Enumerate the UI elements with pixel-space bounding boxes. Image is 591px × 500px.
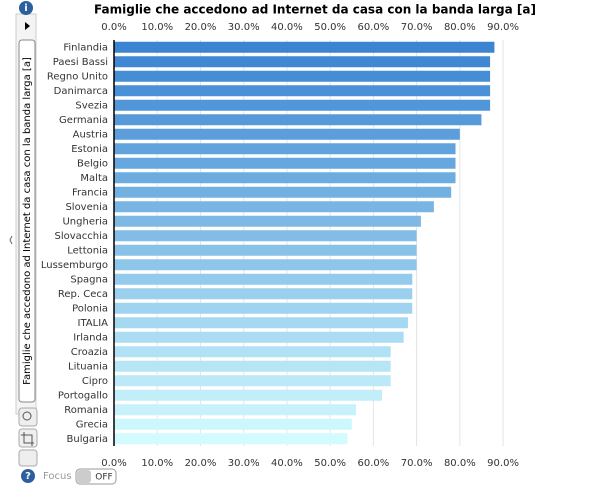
x-tick-label-bottom: 40.0% (271, 458, 303, 469)
bar (114, 186, 452, 198)
y-tick-label: Regno Unito (47, 71, 108, 82)
bar (114, 56, 491, 68)
bar (114, 157, 456, 169)
bar (114, 404, 357, 416)
x-tick-label-top: 20.0% (185, 22, 217, 33)
y-tick-label: Danimarca (54, 86, 108, 97)
x-tick-label-top: 70.0% (401, 22, 433, 33)
y-tick-label: Svezia (75, 100, 108, 111)
x-tick-label-bottom: 50.0% (314, 458, 346, 469)
y-tick-label: Lussemburgo (41, 260, 108, 271)
x-tick-label-bottom: 20.0% (185, 458, 217, 469)
bar (114, 244, 417, 256)
x-tick-label-top: 0.0% (101, 22, 126, 33)
zoom-icon (22, 411, 32, 421)
x-tick-label-top: 50.0% (314, 22, 346, 33)
y-tick-label: Austria (73, 129, 108, 140)
bar (114, 172, 456, 184)
bar (114, 433, 348, 445)
bar (114, 85, 491, 97)
x-tick-label-bottom: 90.0% (487, 458, 519, 469)
bar (114, 230, 417, 242)
y-tick-label: Lettonia (67, 245, 108, 256)
x-tick-label-top: 60.0% (357, 22, 389, 33)
y-tick-label: Belgio (77, 158, 108, 169)
bar (114, 41, 495, 53)
y-tick-label: Spagna (70, 274, 108, 285)
bar (114, 331, 404, 343)
bar (114, 389, 383, 401)
bar (114, 99, 491, 111)
y-tick-label: Croazia (71, 347, 108, 358)
x-tick-label-top: 90.0% (487, 22, 519, 33)
chart-title: Famiglie che accedono ad Internet da cas… (94, 3, 536, 17)
bar (114, 288, 413, 300)
bar (114, 215, 421, 227)
x-tick-label-top: 40.0% (271, 22, 303, 33)
bar (114, 70, 491, 82)
bar (114, 273, 413, 285)
y-tick-label: Slovacchia (54, 231, 108, 242)
x-tick-label-top: 30.0% (228, 22, 260, 33)
y-label-box (18, 39, 36, 403)
x-tick-label-bottom: 30.0% (228, 458, 260, 469)
y-tick-label: Francia (72, 187, 108, 198)
x-tick-label-top: 10.0% (141, 22, 173, 33)
expand-arrow[interactable] (25, 22, 30, 30)
focus-label: Focus (43, 471, 72, 482)
x-tick-label-bottom: 10.0% (141, 458, 173, 469)
info-icon: i (24, 3, 27, 14)
y-tick-label: Bulgaria (67, 434, 108, 445)
y-tick-label: Irlanda (73, 332, 108, 343)
y-tick-label: Ungheria (62, 216, 108, 227)
crop-icon (21, 432, 34, 446)
zoom-button[interactable] (18, 407, 38, 427)
x-tick-label-bottom: 60.0% (357, 458, 389, 469)
y-tick-label: Estonia (71, 144, 108, 155)
x-tick-label-top: 80.0% (444, 22, 476, 33)
y-tick-label: ITALIA (78, 318, 109, 329)
bar (114, 302, 413, 314)
bar (114, 128, 460, 140)
y-tick-label: Paesi Bassi (53, 57, 108, 68)
y-tick-label: Cipro (82, 376, 108, 387)
help-icon: ? (25, 471, 31, 482)
bar (114, 259, 417, 271)
print-button[interactable] (18, 449, 38, 467)
bar (114, 317, 408, 329)
y-tick-label: Romania (64, 405, 108, 416)
y-tick-label: Slovenia (65, 202, 108, 213)
help-button[interactable] (21, 469, 35, 483)
y-tick-label: Germania (59, 115, 108, 126)
x-tick-label-bottom: 0.0% (101, 458, 126, 469)
y-tick-label: Lituania (68, 361, 108, 372)
bar (114, 346, 391, 358)
crop-button[interactable] (18, 428, 38, 448)
bar (114, 418, 352, 430)
bar (114, 360, 391, 372)
y-tick-label: Grecia (76, 419, 108, 430)
y-tick-label: Portogallo (58, 390, 108, 401)
bar (114, 114, 482, 126)
bar (114, 143, 456, 155)
toggle-knob (77, 470, 91, 483)
x-tick-label-bottom: 80.0% (444, 458, 476, 469)
collapse-handle[interactable] (9, 235, 13, 245)
x-tick-label-bottom: 70.0% (401, 458, 433, 469)
info-button[interactable] (19, 1, 33, 15)
y-tick-label: Rep. Ceca (58, 289, 108, 300)
bar (114, 375, 391, 387)
y-axis-label: Famiglie che accedono ad Internet da cas… (22, 57, 33, 385)
bar (114, 201, 434, 213)
y-tick-label: Polonia (72, 303, 108, 314)
y-tick-label: Finlandia (63, 42, 108, 53)
toggle-text: OFF (95, 473, 112, 483)
y-tick-label: Malta (80, 173, 108, 184)
